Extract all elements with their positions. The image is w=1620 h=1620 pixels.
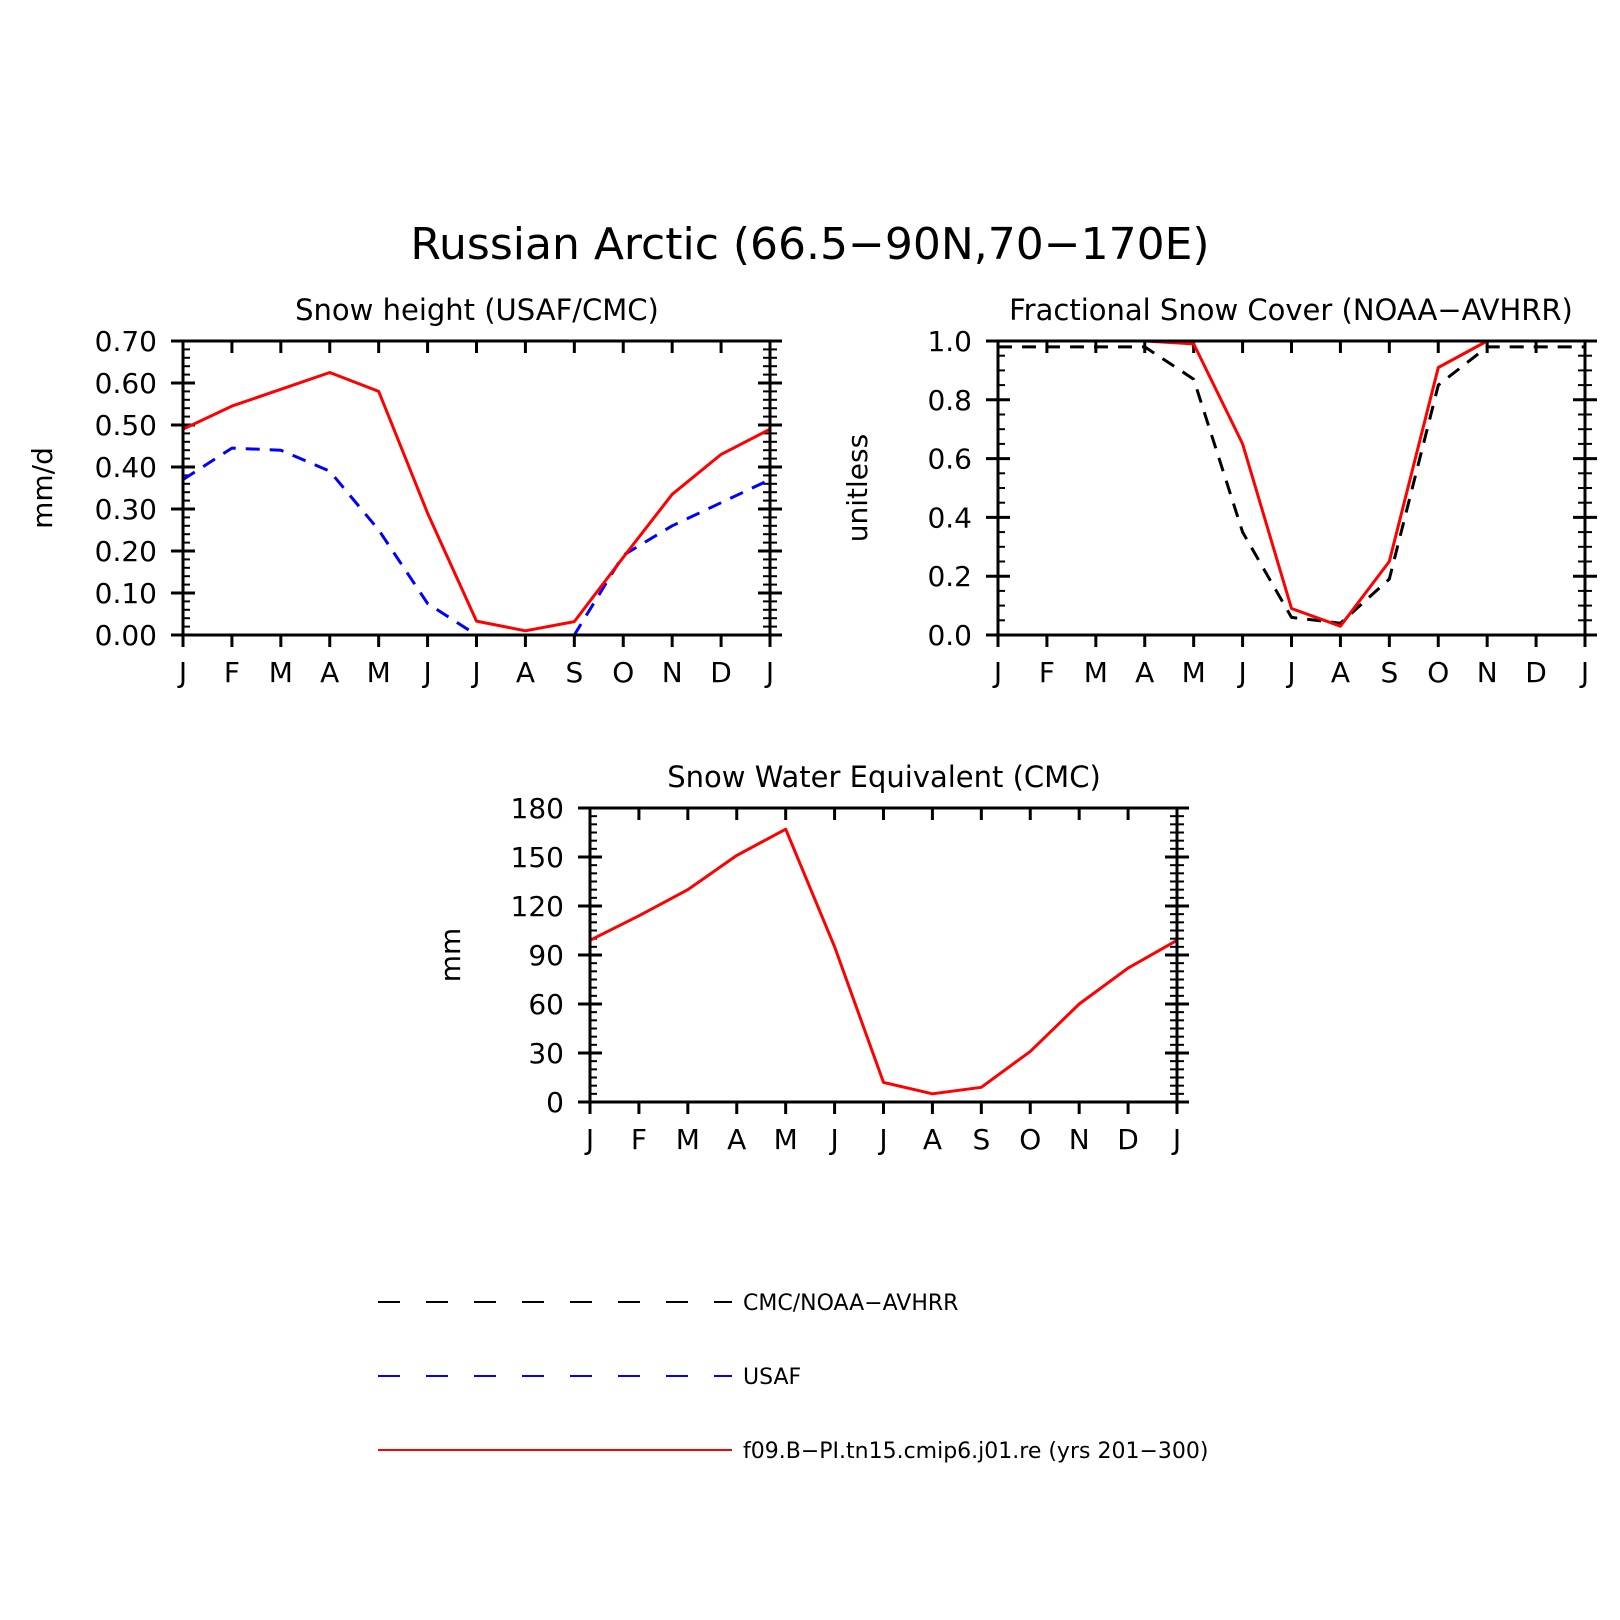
y-tick-label: 120	[511, 890, 564, 923]
x-tick-label: A	[923, 1123, 942, 1156]
legend: CMC/NOAA−AVHRR USAF f09.B−PI.tn15.cmip6.j0…	[378, 1291, 1208, 1464]
x-tick-label: S	[972, 1123, 990, 1156]
y-tick-label: 0.70	[95, 325, 157, 358]
x-tick-label: J	[764, 656, 774, 689]
plot-frame	[996, 339, 1587, 637]
x-tick-label: J	[877, 1123, 887, 1156]
y-tick-label: 0.30	[95, 493, 157, 526]
x-tick-label: J	[177, 656, 187, 689]
y-tick-label: 0.4	[927, 501, 972, 534]
series-line	[998, 345, 1585, 625]
x-tick-label: M	[367, 656, 391, 689]
x-tick-label: N	[662, 656, 683, 689]
x-tick-label: S	[565, 656, 583, 689]
snow-water-equivalent-panel: Snow Water Equivalent (CMC)mmJ F M A M J J A S O N…	[434, 760, 1189, 1156]
x-tick-label: J	[992, 656, 1002, 689]
y-axis-label: mm	[434, 928, 467, 983]
y-tick-label: 150	[511, 841, 564, 874]
x-tick-label: M	[269, 656, 293, 689]
fractional-snow-cover-panel: Fractional Snow Cover (NOAA−AVHRR) unitle…	[841, 293, 1597, 689]
x-tick-label: F	[1039, 656, 1055, 689]
y-tick-label: 0.00	[95, 619, 157, 652]
x-tick-label: M	[1084, 656, 1108, 689]
x-tick-label: J	[470, 656, 480, 689]
x-tick-label: O	[1019, 1123, 1041, 1156]
y-tick-label: 90	[528, 939, 564, 972]
y-tick-label: 0.50	[95, 409, 157, 442]
y-tick-label: 0.8	[927, 384, 972, 417]
x-tick-label: N	[1477, 656, 1498, 689]
series-line	[182, 446, 771, 637]
plot-frame	[588, 806, 1179, 1104]
y-tick-label: 60	[528, 988, 564, 1021]
x-tick-label: J	[1285, 656, 1295, 689]
x-tick-label: F	[224, 656, 240, 689]
x-tick-label: A	[320, 656, 339, 689]
x-tick-label: M	[676, 1123, 700, 1156]
y-tick-label: 0	[546, 1086, 564, 1119]
y-tick-label: 0.0	[927, 619, 972, 652]
x-tick-label: D	[710, 656, 732, 689]
x-tick-label: S	[1380, 656, 1398, 689]
series-line	[182, 371, 771, 633]
y-tick-label: 30	[528, 1037, 564, 1070]
panel-title: Snow height (USAF/CMC)	[295, 293, 659, 327]
x-tick-label: O	[1427, 656, 1449, 689]
x-tick-label: N	[1069, 1123, 1090, 1156]
x-tick-label: D	[1525, 656, 1547, 689]
y-tick-label: 180	[511, 792, 564, 825]
x-tick-label: A	[727, 1123, 746, 1156]
y-tick-label: 0.60	[95, 367, 157, 400]
x-tick-label: M	[774, 1123, 798, 1156]
legend-label: USAF	[743, 1365, 801, 1390]
x-tick-label: O	[612, 656, 634, 689]
series-line	[589, 827, 1178, 1096]
x-tick-label: D	[1117, 1123, 1139, 1156]
legend-label: f09.B−PI.tn15.cmip6.j01.re (yrs 201−300)	[743, 1439, 1208, 1464]
x-tick-label: J	[1236, 656, 1246, 689]
y-axis-label: unitless	[841, 434, 874, 542]
y-tick-label: 0.2	[927, 560, 972, 593]
x-tick-label: F	[631, 1123, 647, 1156]
x-tick-label: J	[1171, 1123, 1181, 1156]
x-tick-label: J	[1579, 656, 1589, 689]
x-tick-label: A	[1331, 656, 1350, 689]
x-tick-label: J	[828, 1123, 838, 1156]
x-tick-label: A	[1135, 656, 1154, 689]
x-tick-label: M	[1182, 656, 1206, 689]
y-tick-label: 0.6	[927, 443, 972, 476]
y-tick-label: 0.40	[95, 451, 157, 484]
x-tick-label: J	[584, 1123, 594, 1156]
y-tick-label: 1.0	[927, 325, 972, 358]
plot-frame	[181, 339, 772, 637]
panel-title: Snow Water Equivalent (CMC)	[667, 760, 1101, 794]
y-axis-label: mm/d	[26, 447, 59, 529]
x-tick-label: J	[421, 656, 431, 689]
x-tick-label: A	[516, 656, 535, 689]
y-tick-label: 0.10	[95, 577, 157, 610]
figure-title: Russian Arctic (66.5−90N,70−170E)	[410, 219, 1209, 270]
panel-title: Fractional Snow Cover (NOAA−AVHRR)	[1009, 293, 1573, 327]
series-line	[998, 339, 1585, 628]
y-tick-label: 0.20	[95, 535, 157, 568]
legend-label: CMC/NOAA−AVHRR	[743, 1291, 958, 1316]
snow-height-panel: Snow height (USAF/CMC)mm/dJ F M A M J J A S O N D J0…	[26, 293, 782, 689]
